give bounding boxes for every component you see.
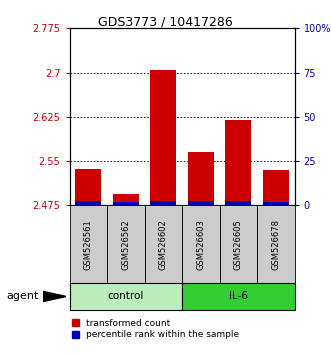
Polygon shape [43, 291, 66, 302]
Text: IL-6: IL-6 [229, 291, 248, 302]
Bar [75, 169, 101, 205]
Bar [257, 205, 295, 283]
Bar [182, 283, 295, 310]
Bar [219, 205, 257, 283]
Bar [182, 205, 219, 283]
Bar [150, 70, 176, 205]
Text: GSM526602: GSM526602 [159, 219, 168, 270]
Bar [150, 201, 176, 205]
Bar [70, 283, 182, 310]
Text: GDS3773 / 10417286: GDS3773 / 10417286 [98, 16, 233, 29]
Bar [225, 201, 252, 205]
Bar [75, 201, 101, 205]
Text: GSM526678: GSM526678 [271, 219, 280, 270]
Bar [113, 194, 139, 205]
Bar [225, 120, 252, 205]
Bar [263, 202, 289, 205]
Bar [145, 205, 182, 283]
Text: GSM526603: GSM526603 [196, 219, 205, 270]
Text: GSM526562: GSM526562 [121, 219, 130, 270]
Bar [113, 202, 139, 205]
Text: GSM526561: GSM526561 [84, 219, 93, 270]
Text: control: control [108, 291, 144, 302]
Bar [107, 205, 145, 283]
Bar [188, 201, 214, 205]
Bar [70, 205, 107, 283]
Text: GSM526605: GSM526605 [234, 219, 243, 270]
Bar [263, 170, 289, 205]
Bar [188, 152, 214, 205]
Text: agent: agent [7, 291, 39, 302]
Legend: transformed count, percentile rank within the sample: transformed count, percentile rank withi… [71, 318, 240, 340]
